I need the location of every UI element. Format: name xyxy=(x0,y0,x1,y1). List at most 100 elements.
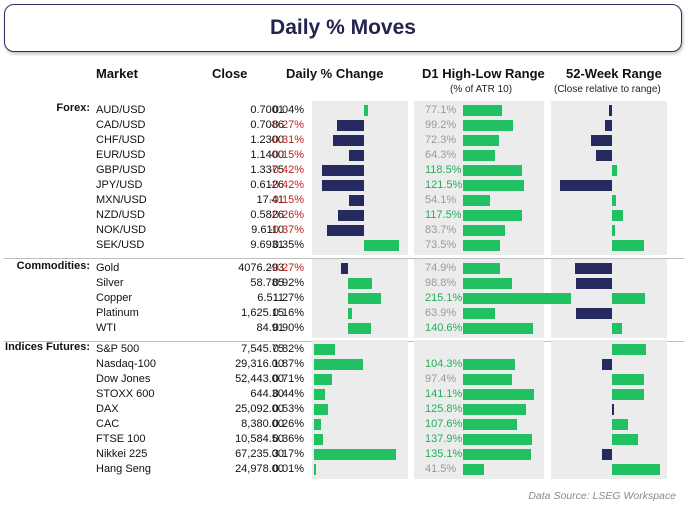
close-value: 8,380.00 xyxy=(241,418,284,430)
market-name: Hang Seng xyxy=(96,463,152,475)
market-name: Nikkei 225 xyxy=(96,448,148,460)
close-value: 67,235.00 xyxy=(235,448,284,460)
market-name: CAD/USD xyxy=(96,119,146,131)
range-value: 41.5% xyxy=(425,463,457,475)
market-name: EUR/USD xyxy=(96,149,146,161)
close-value: 29,316.00 xyxy=(235,358,284,370)
change-value: -0.31% xyxy=(269,134,304,146)
change-value: -0.27% xyxy=(269,119,304,131)
change-bar xyxy=(314,344,336,355)
market-name: Dow Jones xyxy=(96,373,151,385)
market-name: MXN/USD xyxy=(96,194,147,206)
close-value: 24,978.00 xyxy=(235,463,284,475)
change-value: -0.26% xyxy=(269,209,304,221)
header-close: Close xyxy=(212,66,248,81)
week52-bar xyxy=(612,165,617,176)
range-value: 63.9% xyxy=(425,307,457,319)
week52-bar xyxy=(612,344,646,355)
market-name: Gold xyxy=(96,262,120,274)
change-value: 1.87% xyxy=(272,358,304,370)
range-value: 141.1% xyxy=(425,388,463,400)
week52-bar xyxy=(612,464,661,475)
range-bar xyxy=(463,195,491,206)
week52-bar xyxy=(612,404,614,415)
market-name: Copper xyxy=(96,292,133,304)
week52-bar xyxy=(612,210,624,221)
change-value: 0.90% xyxy=(272,322,304,334)
range-bar xyxy=(463,120,513,131)
market-name: Silver xyxy=(96,277,124,289)
range-bar xyxy=(463,389,534,400)
change-bar xyxy=(340,263,348,274)
week52-bar xyxy=(575,278,612,289)
change-value: -0.42% xyxy=(269,179,304,191)
week52-bar xyxy=(575,308,612,319)
market-name: S&P 500 xyxy=(96,343,140,355)
close-value: 1.1400 xyxy=(250,149,284,161)
close-value: 0.7001 xyxy=(250,104,284,116)
range-bar xyxy=(463,404,526,415)
week52-bar xyxy=(596,150,612,161)
market-name: Nasdaq-100 xyxy=(96,358,156,370)
change-value: -0.15% xyxy=(269,149,304,161)
close-value: 6.511 xyxy=(257,292,284,304)
range-bar xyxy=(463,225,505,236)
header-daily-change: Daily % Change xyxy=(286,66,384,81)
week52-bar xyxy=(605,120,612,131)
week52-bar xyxy=(612,323,623,334)
change-bar xyxy=(349,150,364,161)
range-value: 121.5% xyxy=(425,179,463,191)
close-value: 9.6931 xyxy=(250,239,284,251)
change-bar xyxy=(314,389,326,400)
change-value: 0.35% xyxy=(272,239,304,251)
range-value: 107.6% xyxy=(425,418,463,430)
group-label: Commodities: xyxy=(16,260,90,272)
range-bar xyxy=(463,464,484,475)
range-bar xyxy=(463,419,517,430)
market-name: SEK/USD xyxy=(96,239,145,251)
range-value: 54.1% xyxy=(425,194,457,206)
close-value: 58.785 xyxy=(250,277,284,289)
change-bar xyxy=(348,278,372,289)
week52-bar xyxy=(612,195,617,206)
change-bar xyxy=(348,323,372,334)
change-value: 3.17% xyxy=(272,448,304,460)
group-label: Forex: xyxy=(56,102,90,114)
close-value: 1.2300 xyxy=(250,134,284,146)
change-bar xyxy=(314,464,316,475)
chart-title: Daily % Moves xyxy=(270,16,416,39)
range-bar xyxy=(463,374,512,385)
range-value: 135.1% xyxy=(425,448,463,460)
close-value: 1,625.15 xyxy=(241,307,284,319)
market-name: FTSE 100 xyxy=(96,433,146,445)
range-value: 64.3% xyxy=(425,149,457,161)
range-bar xyxy=(463,323,534,334)
header-52week: 52-Week Range xyxy=(566,66,662,81)
subheader-52week: (Close relative to range) xyxy=(554,84,661,95)
subheader-d1-range: (% of ATR 10) xyxy=(450,84,513,95)
close-value: 0.6126 xyxy=(250,179,284,191)
change-value: 0.01% xyxy=(272,463,304,475)
change-value: 0.36% xyxy=(272,433,304,445)
close-value: 52,443.00 xyxy=(235,373,284,385)
close-value: 25,092.00 xyxy=(235,403,284,415)
change-value: -0.27% xyxy=(269,262,304,274)
market-name: CHF/USD xyxy=(96,134,145,146)
week52-bar xyxy=(612,374,645,385)
data-source: Data Source: LSEG Workspace xyxy=(528,490,676,502)
change-value: 1.27% xyxy=(272,292,304,304)
change-bar xyxy=(333,135,364,146)
range-bar xyxy=(463,180,524,191)
range-bar xyxy=(463,150,496,161)
change-bar xyxy=(338,210,364,221)
range-value: 74.9% xyxy=(425,262,457,274)
market-name: STOXX 600 xyxy=(96,388,155,400)
range-value: 215.1% xyxy=(425,292,463,304)
week52-bar xyxy=(601,359,612,370)
week52-bar xyxy=(612,419,628,430)
range-value: 125.8% xyxy=(425,403,463,415)
group-label: Indices Futures: xyxy=(5,341,90,353)
close-value: 10,584.50 xyxy=(235,433,284,445)
range-value: 97.4% xyxy=(425,373,457,385)
range-value: 140.6% xyxy=(425,322,463,334)
